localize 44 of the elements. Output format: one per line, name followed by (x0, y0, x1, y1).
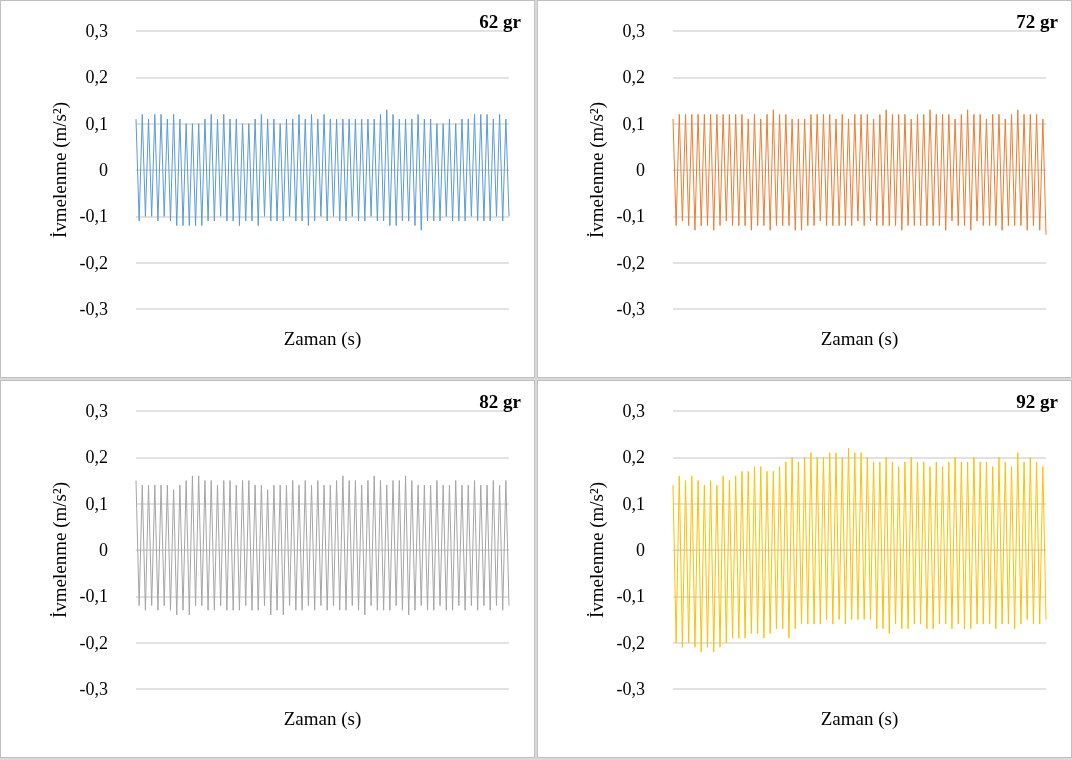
chart-title: 92 gr (1016, 391, 1059, 412)
y-tick-label: 0,2 (622, 447, 645, 468)
line-series (135, 475, 510, 616)
x-axis-title: Zaman (s) (283, 328, 362, 350)
x-axis-title: Zaman (s) (820, 328, 899, 350)
y-tick-label: 0,3 (85, 401, 108, 421)
y-tick-label: -0,3 (616, 299, 645, 319)
x-axis-title: Zaman (s) (283, 708, 362, 730)
y-tick-label: -0,3 (79, 679, 108, 699)
y-tick-label: 0,3 (85, 21, 108, 41)
y-tick-label: -0,1 (616, 206, 645, 227)
y-tick-label: -0,3 (616, 679, 645, 699)
chart-title: 62 gr (479, 11, 522, 32)
y-axis-title: İvmelenme (m/s²) (585, 481, 608, 619)
y-tick-label: -0,3 (79, 299, 108, 319)
y-tick-label: 0,1 (622, 493, 645, 514)
y-tick-label: -0,1 (79, 206, 108, 227)
y-tick-label: 0,2 (85, 447, 108, 468)
y-tick-label: -0,2 (616, 252, 645, 273)
y-tick-label: 0 (636, 540, 645, 560)
line-series (672, 447, 1047, 653)
y-tick-label: 0,3 (622, 401, 645, 421)
y-tick-label: -0,2 (79, 252, 108, 273)
y-tick-label: 0 (636, 160, 645, 180)
y-tick-label: -0,1 (79, 586, 108, 607)
line-series (135, 109, 510, 231)
y-tick-label: -0,1 (616, 586, 645, 607)
y-tick-label: 0,2 (85, 67, 108, 88)
y-tick-label: 0,2 (622, 67, 645, 88)
y-axis-title: İvmelenme (m/s²) (48, 481, 71, 619)
y-tick-label: -0,2 (616, 632, 645, 653)
y-tick-label: 0,1 (85, 113, 108, 134)
y-tick-label: 0 (99, 160, 108, 180)
y-tick-label: 0,1 (622, 113, 645, 134)
y-tick-label: 0 (99, 540, 108, 560)
y-tick-label: 0,3 (622, 21, 645, 41)
x-axis-title: Zaman (s) (820, 708, 899, 730)
chart-title: 72 gr (1016, 11, 1059, 32)
y-axis-title: İvmelenme (m/s²) (585, 101, 608, 239)
y-axis-title: İvmelenme (m/s²) (48, 101, 71, 239)
line-series (672, 109, 1047, 236)
y-tick-label: 0,1 (85, 493, 108, 514)
chart-title: 82 gr (479, 391, 522, 412)
y-tick-label: -0,2 (79, 632, 108, 653)
